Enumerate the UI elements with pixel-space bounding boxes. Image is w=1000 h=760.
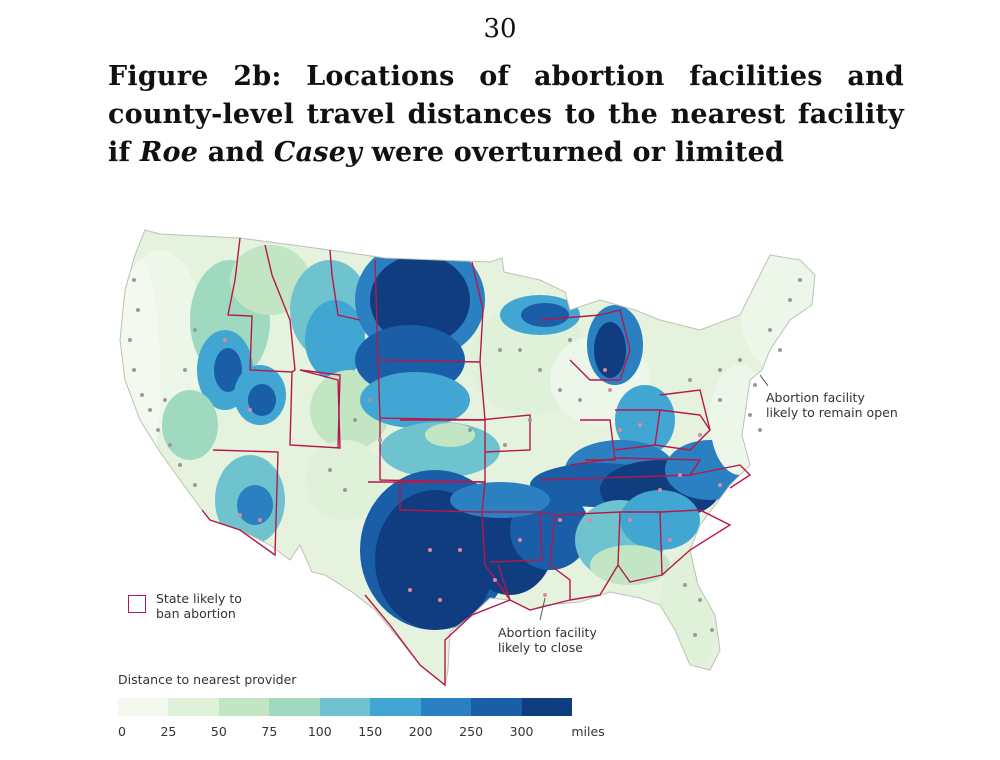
figure-title-mid: and	[198, 137, 274, 168]
annotation-open-line1: Abortion facility	[766, 390, 865, 405]
distance-legend-title: Distance to nearest provider	[118, 672, 297, 687]
annotation-open: Abortion facility likely to remain open	[766, 390, 898, 420]
scale-swatch-2	[218, 698, 270, 716]
distance-color-scale	[118, 698, 572, 716]
figure-title-part1: Figure 2b: Locations of abortion facilit…	[108, 61, 904, 168]
ban-state-legend-swatch	[128, 595, 146, 613]
scale-swatch-3	[269, 698, 320, 716]
scale-tick-50: 50	[210, 724, 227, 739]
figure-title-part2: were overturned or limited	[361, 137, 785, 168]
leader-line-close	[539, 597, 546, 621]
facility-markers-close	[223, 338, 722, 602]
annotation-open-line2: likely to remain open	[766, 405, 898, 420]
scale-swatch-4	[319, 698, 371, 716]
ban-state-legend: State likely to ban abortion	[156, 591, 242, 621]
scale-tick-0: 0	[118, 724, 126, 739]
scale-tick-300: 300	[509, 724, 534, 739]
ban-state-borders	[201, 237, 752, 687]
scale-swatch-7	[471, 698, 522, 716]
leader-line-open	[759, 374, 769, 387]
scale-swatch-6	[420, 698, 472, 716]
ban-state-legend-line2: ban abortion	[156, 606, 236, 621]
annotation-close-line2: likely to close	[498, 640, 583, 655]
us-map-figure	[100, 220, 910, 760]
scale-swatch-0	[118, 698, 169, 716]
scale-tick-100: 100	[307, 724, 332, 739]
us-distance-map	[119, 229, 816, 687]
scale-tick-200: 200	[408, 724, 433, 739]
figure-title: Figure 2b: Locations of abortion facilit…	[108, 58, 904, 172]
scale-tick-250: 250	[459, 724, 484, 739]
ban-state-legend-line1: State likely to	[156, 591, 242, 606]
figure-title-casey: Casey	[273, 137, 362, 168]
distance-unit-label: miles	[571, 724, 605, 739]
page-number: 30	[483, 14, 517, 44]
scale-swatch-8	[521, 698, 572, 716]
scale-tick-150: 150	[358, 724, 383, 739]
scale-tick-25: 25	[160, 724, 177, 739]
figure-title-roe: Roe	[139, 137, 199, 168]
scale-tick-75: 75	[261, 724, 278, 739]
annotation-close: Abortion facility likely to close	[498, 625, 597, 655]
scale-swatch-5	[370, 698, 421, 716]
scale-swatch-1	[168, 698, 219, 716]
annotation-close-line1: Abortion facility	[498, 625, 597, 640]
facility-markers-open	[128, 278, 802, 637]
